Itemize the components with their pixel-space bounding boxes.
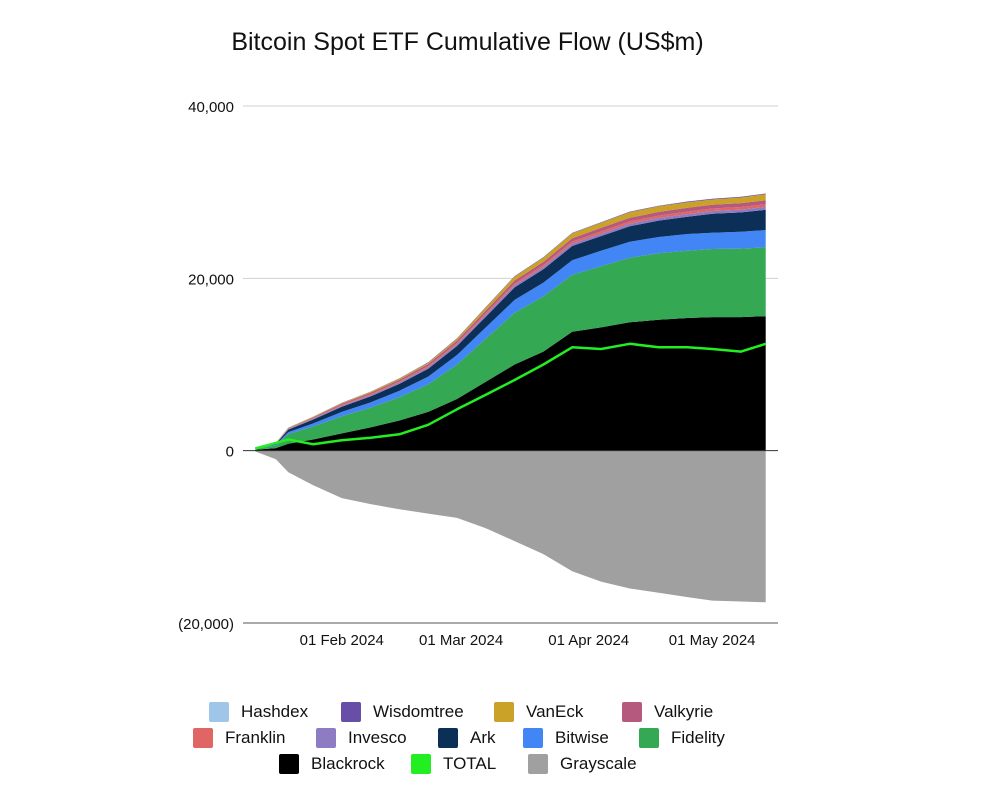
legend-row: Blackrock TOTAL Grayscale <box>0 753 1000 775</box>
x-tick-label: 01 Apr 2024 <box>548 632 629 649</box>
legend-label: Ark <box>470 728 496 747</box>
legend-swatch <box>528 754 548 774</box>
legend-swatch <box>341 702 361 722</box>
legend-swatch <box>622 702 642 722</box>
legend-label: TOTAL <box>443 754 497 773</box>
legend-item-grayscale: Grayscale <box>528 753 637 775</box>
x-tick-label: 01 Feb 2024 <box>300 632 384 649</box>
legend-label: Blackrock <box>311 754 385 773</box>
y-tick-label: (20,000) <box>178 616 234 633</box>
legend-label: Bitwise <box>555 728 609 747</box>
total-line <box>254 342 767 450</box>
legend-label: VanEck <box>526 702 584 721</box>
legend-item-franklin: Franklin <box>193 727 285 749</box>
legend-item-ark: Ark <box>438 727 496 749</box>
legend-label: Wisdomtree <box>373 702 464 721</box>
legend-item-hashdex: Hashdex <box>209 701 308 723</box>
area-grayscale <box>255 450 766 603</box>
stacked-areas <box>255 193 766 603</box>
legend-item-wisdomtree: Wisdomtree <box>341 701 464 723</box>
legend-item-fidelity: Fidelity <box>639 727 725 749</box>
legend-label: Franklin <box>225 728 286 747</box>
legend-label: Fidelity <box>671 728 725 747</box>
y-tick-label: 20,000 <box>188 271 234 288</box>
legend-item-invesco: Invesco <box>316 727 407 749</box>
legend-label: Grayscale <box>560 754 637 773</box>
line-total <box>254 342 767 450</box>
legend-swatch <box>316 728 336 748</box>
legend-item-total: TOTAL <box>411 753 496 775</box>
area-bitwise <box>255 230 766 449</box>
legend-item-valkyrie: Valkyrie <box>622 701 713 723</box>
legend-label: Hashdex <box>241 702 309 721</box>
y-tick-label: 40,000 <box>188 99 234 116</box>
legend-swatch <box>523 728 543 748</box>
legend-label: Valkyrie <box>654 702 714 721</box>
legend-swatch <box>494 702 514 722</box>
legend-swatch <box>193 728 213 748</box>
x-tick-label: 01 Mar 2024 <box>419 632 503 649</box>
y-tick-label: 0 <box>226 444 234 461</box>
legend-row: Franklin Invesco Ark Bitwise Fidelity <box>0 727 1000 749</box>
area-fidelity <box>255 247 766 450</box>
legend-swatch <box>279 754 299 774</box>
area-ark <box>255 209 766 449</box>
axes: 40,000 20,000 0 (20,000) 01 Feb 2024 01 Mar 2… <box>178 99 778 649</box>
legend-item-bitwise: Bitwise <box>523 727 609 749</box>
legend-item-blackrock: Blackrock <box>279 753 385 775</box>
chart-title: Bitcoin Spot ETF Cumulative Flow (US$m) <box>231 28 704 56</box>
legend-label: Invesco <box>348 728 407 747</box>
legend-item-vaneck: VanEck <box>494 701 583 723</box>
legend-swatch <box>639 728 659 748</box>
legend-swatch <box>411 754 431 774</box>
x-tick-label: 01 May 2024 <box>669 632 756 649</box>
legend-swatch <box>438 728 458 748</box>
legend-row: Hashdex Wisdomtree VanEck Valkyrie <box>0 701 1000 723</box>
legend-swatch <box>209 702 229 722</box>
